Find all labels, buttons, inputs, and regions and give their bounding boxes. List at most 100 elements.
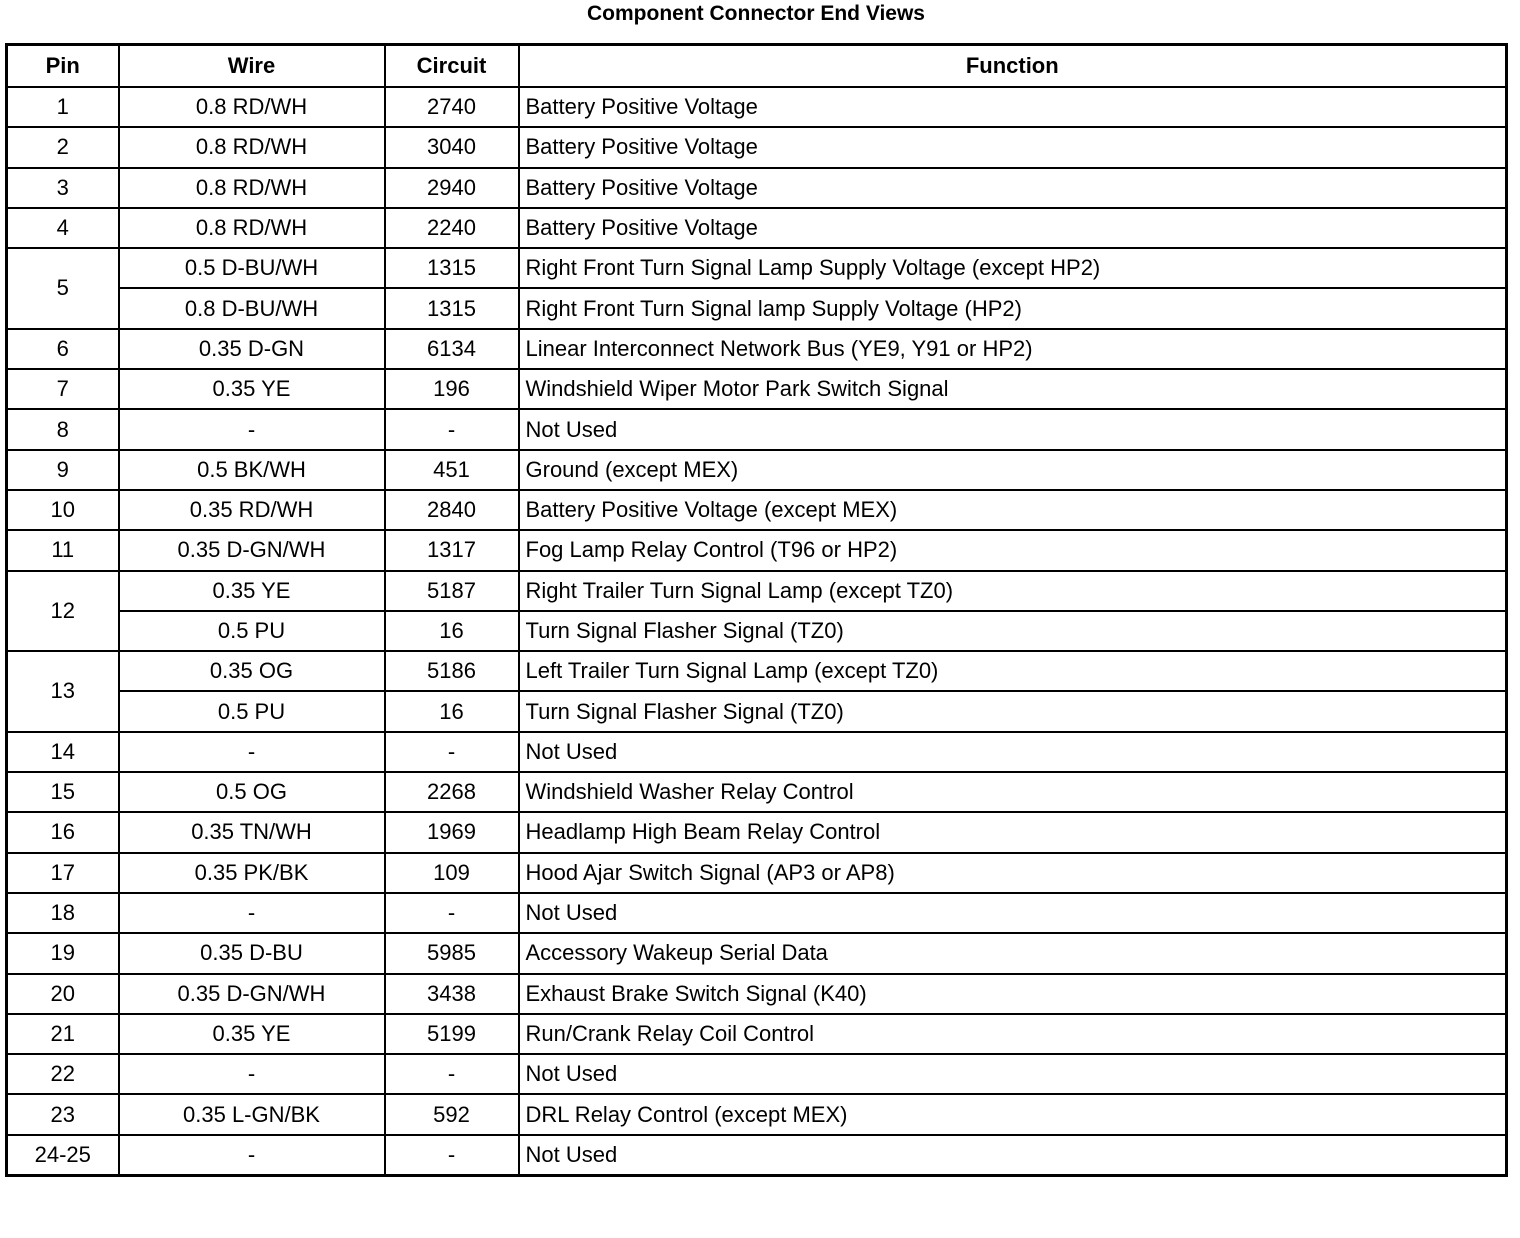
circuit-cell: 451 [383, 448, 520, 491]
pin-cell: 7 [5, 368, 120, 411]
pin-cell: 10 [5, 488, 120, 532]
function-cell: Exhaust Brake Switch Signal (K40) [517, 972, 1508, 1015]
pin-cell: 17 [5, 851, 120, 894]
pin-cell: 6 [5, 327, 120, 371]
function-cell: Not Used [517, 730, 1508, 774]
table-row: 22- - Not Used [5, 1053, 1508, 1096]
function-cell: Not Used [517, 891, 1508, 935]
pin-cell: 13 [5, 650, 120, 733]
circuit-cell: - [383, 891, 520, 935]
circuit-cell: - [383, 1053, 520, 1096]
wire-cell: 0.35 OG [117, 650, 386, 693]
wire-cell: - [117, 1053, 386, 1096]
function-cell: Windshield Washer Relay Control [517, 771, 1508, 814]
function-cell: Run/Crank Relay Coil Control [517, 1012, 1508, 1056]
table-row: 12 0.35 YE 5187 Right Trailer Turn Signal L… [5, 569, 1508, 653]
wire-cell: 0.5 D-BU/WH [117, 247, 386, 290]
circuit-cell: 3040 [383, 126, 520, 169]
function-cell: Left Trailer Turn Signal Lamp (except TZ… [517, 650, 1508, 693]
circuit-cell: 2940 [383, 166, 520, 209]
circuit-cell: 5186 [383, 650, 520, 693]
function-cell: Right Trailer Turn Signal Lamp (except T… [517, 569, 1508, 612]
pin-cell: 20 [5, 972, 120, 1015]
function-cell: Right Front Turn Signal lamp Supply Volt… [517, 287, 1508, 330]
circuit-cell: 5199 [383, 1012, 520, 1056]
function-cell: Fog Lamp Relay Control (T96 or HP2) [517, 529, 1508, 572]
function-cell: Battery Positive Voltage [517, 126, 1508, 169]
circuit-cell: 196 [383, 368, 520, 411]
table-row: 5 0.5 D-BU/WH 1315 Right Front Turn Signal … [5, 247, 1508, 330]
header-pin: Pin [5, 43, 120, 88]
table-row: 1 0.8 RD/WH 2740 Battery Positive Voltage [5, 85, 1508, 129]
wire-cell: 0.35 L-GN/BK [117, 1093, 386, 1136]
wire-cell: - [117, 891, 386, 935]
circuit-cell: 5187 [383, 569, 520, 612]
function-cell: Headlamp High Beam Relay Control [517, 811, 1508, 854]
circuit-cell: 3438 [383, 972, 520, 1015]
function-cell: Battery Positive Voltage (except MEX) [517, 488, 1508, 532]
wire-cell: 0.35 RD/WH [117, 488, 386, 532]
function-cell: Linear Interconnect Network Bus (YE9, Y9… [517, 327, 1508, 371]
function-cell: Battery Positive Voltage [517, 206, 1508, 250]
table-row: 11 0.35 D-GN/WH 1317 Fog Lamp Relay Control… [5, 529, 1508, 572]
wire-cell: 0.8 RD/WH [117, 206, 386, 250]
pin-cell: 3 [5, 166, 120, 209]
table-row: 10 0.35 RD/WH 2840 Battery Positive Voltage… [5, 488, 1508, 532]
pin-cell: 5 [5, 247, 120, 330]
table-row: 4 0.8 RD/WH 2240 Battery Positive Voltage [5, 206, 1508, 250]
header-circuit: Circuit [383, 43, 520, 88]
circuit-cell: - [383, 408, 520, 451]
table-row: 3 0.8 RD/WH 2940 Battery Positive Voltage [5, 166, 1508, 209]
circuit-cell: 2240 [383, 206, 520, 250]
table-row: 21 0.35 YE 5199 Run/Crank Relay Coil Contro… [5, 1012, 1508, 1056]
circuit-cell: 2840 [383, 488, 520, 532]
pin-cell: 9 [5, 448, 120, 491]
function-cell: Hood Ajar Switch Signal (AP3 or AP8) [517, 851, 1508, 894]
wire-cell: 0.8 RD/WH [117, 85, 386, 129]
wire-cell: 0.35 YE [117, 1012, 386, 1056]
pin-cell: 1 [5, 85, 120, 129]
function-cell: Turn Signal Flasher Signal (TZ0) [517, 609, 1508, 653]
function-cell: Right Front Turn Signal Lamp Supply Volt… [517, 247, 1508, 290]
table-row: 19 0.35 D-BU 5985 Accessory Wakeup Serial D… [5, 932, 1508, 975]
table-row: 0.5 PU 16 Turn Signal Flasher Signal (TZ0) [7, 690, 1508, 733]
circuit-cell: 2740 [383, 85, 520, 129]
circuit-cell: 592 [383, 1093, 520, 1136]
table-row: 6 0.35 D-GN 6134 Linear Interconnect Networ… [5, 327, 1508, 371]
function-cell: Not Used [517, 1133, 1508, 1177]
circuit-cell: 1315 [383, 287, 520, 330]
circuit-cell: 1317 [383, 529, 520, 572]
header-function: Function [517, 43, 1508, 88]
wire-cell: 0.35 YE [117, 569, 386, 612]
table-row: 8- - Not Used [5, 408, 1508, 451]
pin-cell: 11 [5, 529, 120, 572]
wire-cell: 0.35 TN/WH [117, 811, 386, 854]
pin-cell: 21 [5, 1012, 120, 1056]
function-cell: Accessory Wakeup Serial Data [517, 932, 1508, 975]
circuit-cell: 1969 [383, 811, 520, 854]
pin-cell: 23 [5, 1093, 120, 1136]
wire-cell: 0.5 PU [117, 690, 386, 733]
pin-cell: 8 [5, 408, 120, 451]
pin-cell: 2 [5, 126, 120, 169]
table-row: 0.5 PU 16 Turn Signal Flasher Signal (TZ0) [7, 609, 1508, 653]
pin-cell: 12 [5, 569, 120, 653]
circuit-cell: 2268 [383, 771, 520, 814]
circuit-cell: 109 [383, 851, 520, 894]
table-row: 2 0.8 RD/WH 3040 Battery Positive Voltage [5, 126, 1508, 169]
table-row: 15 0.5 OG 2268 Windshield Washer Relay Cont… [5, 771, 1508, 814]
table-row: 9 0.5 BK/WH 451 Ground (except MEX) [5, 448, 1508, 491]
table-row: 16 0.35 TN/WH 1969 Headlamp High Beam Relay… [5, 811, 1508, 854]
wire-cell: 0.8 RD/WH [117, 166, 386, 209]
pin-cell: 19 [5, 932, 120, 975]
circuit-cell: - [383, 730, 520, 774]
wire-cell: 0.35 D-BU [117, 932, 386, 975]
function-cell: Battery Positive Voltage [517, 85, 1508, 129]
wire-cell: - [117, 408, 386, 451]
circuit-cell: 16 [383, 609, 520, 653]
table-row: 20 0.35 D-GN/WH 3438 Exhaust Brake Switch S… [5, 972, 1508, 1015]
header-row: Pin Wire Circuit Function [5, 43, 1508, 88]
page-title: Component Connector End Views [587, 2, 925, 25]
table-row: 23 0.35 L-GN/BK 592 DRL Relay Control (exce… [5, 1093, 1508, 1136]
table-row: 18- - Not Used [5, 891, 1508, 935]
